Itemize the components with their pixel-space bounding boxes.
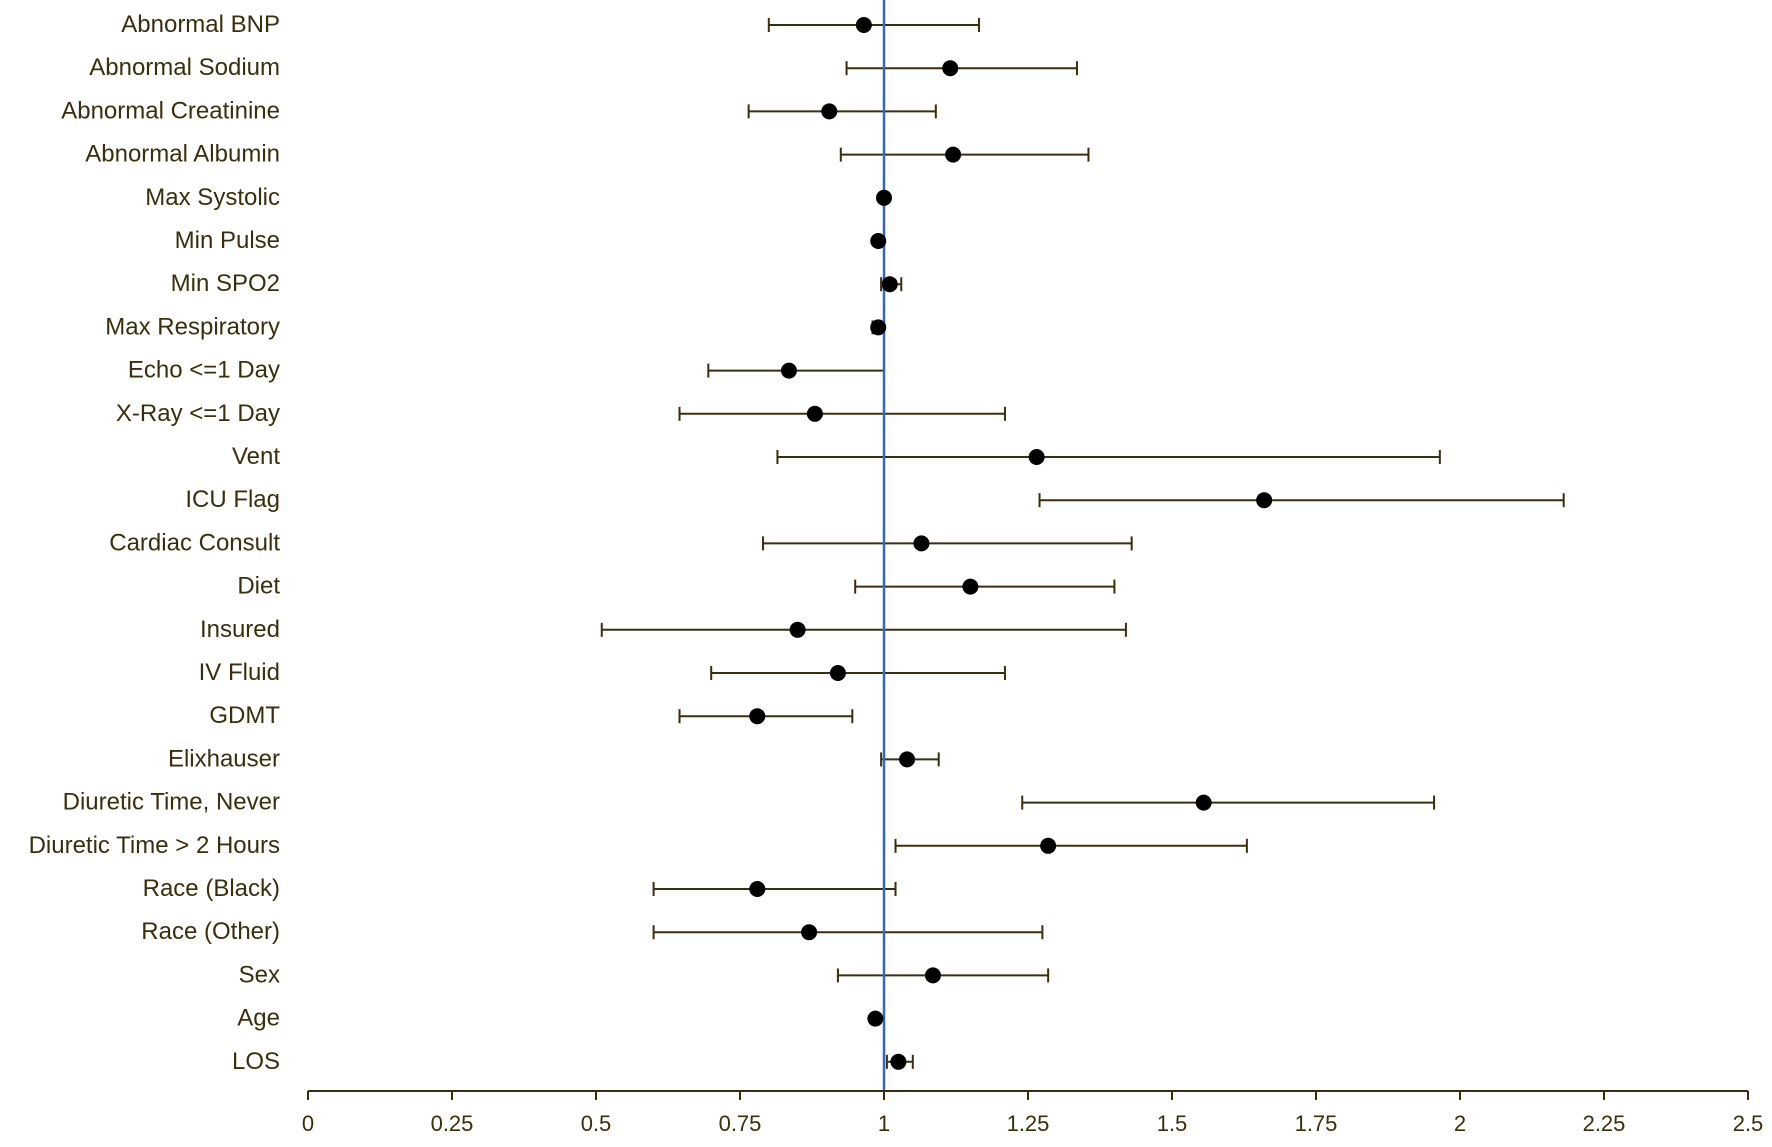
point-estimate-iv-fluid bbox=[829, 665, 846, 681]
x-tick-label: 1.5 bbox=[1157, 1111, 1188, 1136]
ci-whisker-gdmt bbox=[678, 709, 854, 724]
x-tick-label: 2.5 bbox=[1733, 1111, 1764, 1136]
point-estimate-max-systolic bbox=[876, 189, 892, 206]
row-label-race-black: Race (Black) bbox=[143, 875, 280, 902]
point-estimate-elixhauser bbox=[899, 751, 916, 768]
row-label-min-spo2: Min SPO2 bbox=[171, 270, 280, 297]
point-estimate-x-ray-1-day bbox=[806, 405, 823, 422]
point-estimate-sex bbox=[924, 967, 941, 984]
row-label-diuretic-time-2-hours: Diuretic Time > 2 Hours bbox=[29, 832, 280, 859]
row-label-cardiac-consult: Cardiac Consult bbox=[109, 529, 280, 556]
point-estimate-cardiac-consult bbox=[913, 535, 930, 552]
ci-whisker-sex bbox=[836, 968, 1050, 983]
x-axis: 0 0.25 0.5 0.75 1 1.25 1.5 1.75 2 2.25 2.5 bbox=[302, 1090, 1764, 1136]
row-label-abnormal-albumin: Abnormal Albumin bbox=[85, 141, 280, 168]
row-label-icu-flag: ICU Flag bbox=[185, 486, 280, 513]
x-tick-label: 0.25 bbox=[431, 1111, 474, 1136]
ci-whisker-cardiac-consult bbox=[762, 536, 1133, 551]
whiskers-layer bbox=[600, 18, 1565, 1069]
point-estimate-diuretic-time-never bbox=[1195, 794, 1212, 811]
x-tick-label: 1.75 bbox=[1295, 1111, 1338, 1136]
row-label-x-ray-1-day: X-Ray <=1 Day bbox=[116, 400, 280, 427]
x-tick-label: 1 bbox=[878, 1111, 890, 1136]
ci-whisker-race-other bbox=[652, 925, 1044, 940]
points-layer bbox=[749, 17, 1273, 1070]
point-estimate-diuretic-time-2-hours bbox=[1040, 837, 1057, 854]
row-label-abnormal-bnp: Abnormal BNP bbox=[121, 11, 280, 38]
row-label-los: LOS bbox=[232, 1048, 280, 1075]
point-estimate-echo-1-day bbox=[780, 362, 797, 379]
ci-whisker-diuretic-time-never bbox=[1021, 795, 1436, 810]
row-label-gdmt: GDMT bbox=[209, 702, 280, 729]
ci-whisker-diet bbox=[854, 579, 1116, 594]
point-estimate-diet bbox=[962, 578, 979, 595]
row-label-min-pulse: Min Pulse bbox=[175, 227, 280, 254]
ci-whisker-diuretic-time-2-hours bbox=[894, 838, 1248, 853]
ci-whisker-race-black bbox=[652, 882, 897, 896]
point-estimate-gdmt bbox=[749, 708, 766, 725]
row-label-sex: Sex bbox=[239, 961, 280, 988]
x-tick-label: 0.75 bbox=[719, 1111, 762, 1136]
point-estimate-max-respiratory bbox=[870, 319, 887, 336]
point-estimate-age bbox=[867, 1010, 884, 1027]
ci-whisker-vent bbox=[776, 450, 1441, 464]
row-label-vent: Vent bbox=[232, 443, 280, 470]
point-estimate-race-black bbox=[749, 881, 766, 897]
ci-whisker-x-ray-1-day bbox=[678, 406, 1006, 421]
row-label-race-other: Race (Other) bbox=[141, 918, 280, 945]
point-estimate-abnormal-bnp bbox=[855, 17, 872, 33]
row-label-age: Age bbox=[237, 1005, 280, 1032]
ci-whisker-insured bbox=[600, 622, 1127, 637]
point-estimate-abnormal-sodium bbox=[942, 60, 959, 77]
row-label-max-respiratory: Max Respiratory bbox=[105, 313, 280, 340]
x-tick-label: 0 bbox=[302, 1111, 314, 1136]
row-label-max-systolic: Max Systolic bbox=[145, 184, 280, 211]
x-tick-label: 2.25 bbox=[1583, 1111, 1626, 1136]
point-estimate-vent bbox=[1028, 449, 1045, 465]
row-label-elixhauser: Elixhauser bbox=[168, 745, 280, 772]
ci-whisker-iv-fluid bbox=[710, 666, 1006, 680]
ci-whisker-abnormal-bnp bbox=[767, 18, 981, 32]
point-estimate-los bbox=[890, 1053, 907, 1070]
point-estimate-abnormal-albumin bbox=[945, 146, 962, 163]
ci-whisker-abnormal-sodium bbox=[845, 61, 1078, 76]
point-estimate-insured bbox=[789, 621, 806, 638]
row-label-iv-fluid: IV Fluid bbox=[199, 659, 280, 686]
row-label-diuretic-time-never: Diuretic Time, Never bbox=[63, 789, 280, 816]
row-label-diet: Diet bbox=[237, 573, 280, 600]
row-label-echo-1-day: Echo <=1 Day bbox=[128, 357, 280, 384]
row-label-abnormal-creatinine: Abnormal Creatinine bbox=[61, 97, 280, 124]
row-label-insured: Insured bbox=[200, 616, 280, 643]
row-labels-layer: Abnormal BNP Abnormal Sodium Abnormal Crea… bbox=[29, 11, 281, 1075]
ci-whisker-abnormal-albumin bbox=[839, 147, 1090, 162]
point-estimate-min-pulse bbox=[870, 233, 887, 249]
x-tick-label: 2 bbox=[1454, 1111, 1466, 1136]
point-estimate-abnormal-creatinine bbox=[821, 103, 838, 120]
ci-whisker-icu-flag bbox=[1038, 493, 1565, 508]
x-tick-label: 0.5 bbox=[581, 1111, 612, 1136]
point-estimate-min-spo2 bbox=[881, 276, 898, 293]
x-tick-label: 1.25 bbox=[1007, 1111, 1050, 1136]
point-estimate-icu-flag bbox=[1256, 492, 1273, 509]
ci-whisker-abnormal-creatinine bbox=[747, 104, 937, 119]
row-label-abnormal-sodium: Abnormal Sodium bbox=[89, 54, 280, 81]
point-estimate-race-other bbox=[801, 924, 818, 941]
